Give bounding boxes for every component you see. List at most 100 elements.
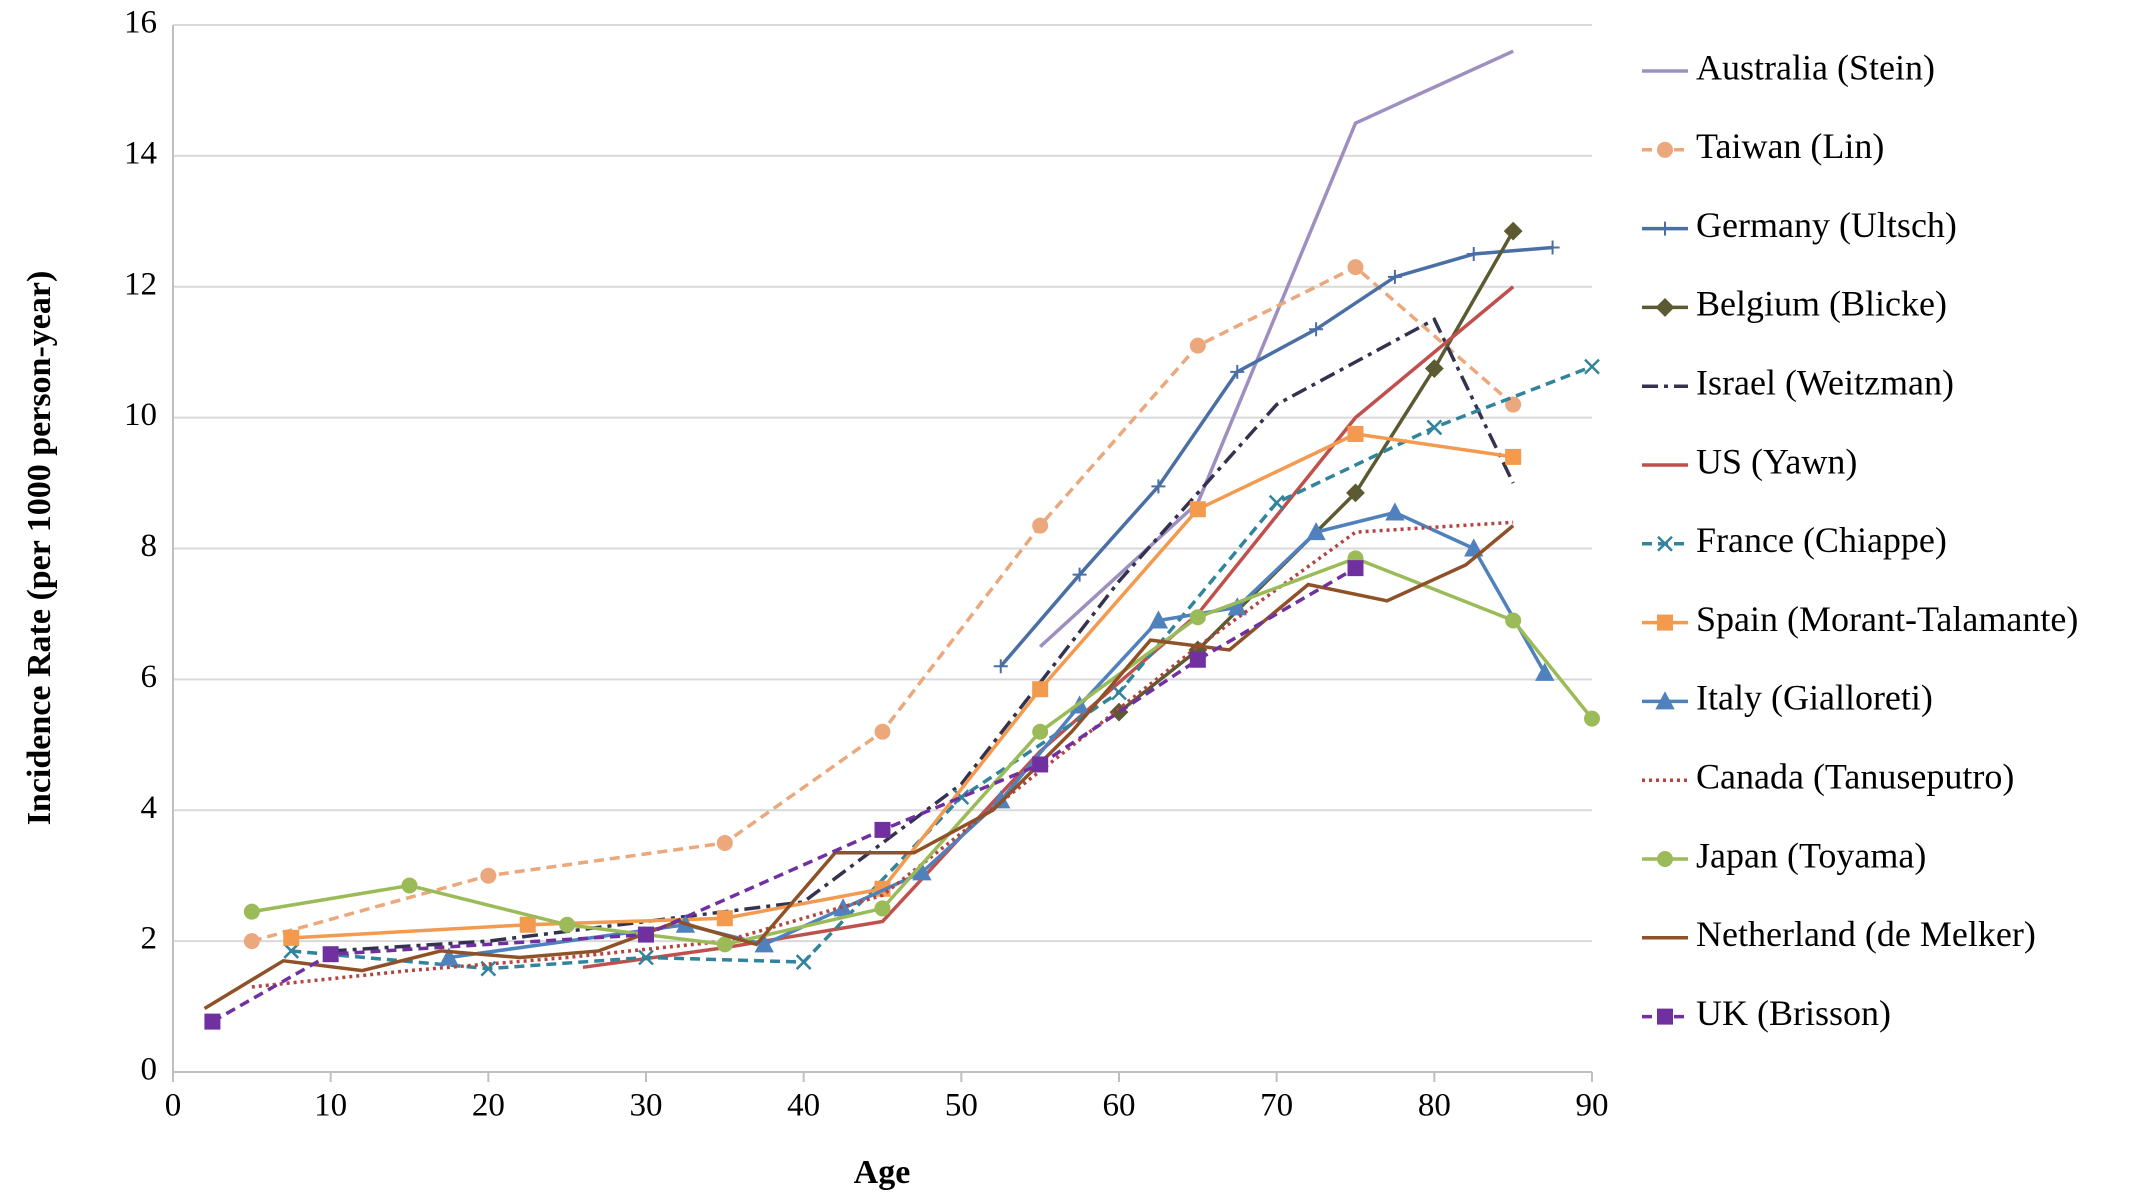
y-tick-label: 16 (124, 5, 157, 41)
marker (1535, 662, 1555, 681)
marker (1385, 502, 1405, 521)
marker (283, 943, 300, 959)
legend-label: Netherland (de Melker) (1696, 914, 2036, 954)
marker (1189, 651, 1206, 668)
marker (1032, 681, 1049, 698)
y-tick-label: 4 (141, 790, 158, 826)
marker (716, 936, 733, 953)
marker (1387, 269, 1402, 284)
marker (1426, 419, 1443, 436)
y-tick-label: 2 (141, 921, 158, 957)
x-axis-title: Age (854, 1154, 911, 1191)
x-tick-label: 0 (165, 1088, 182, 1124)
marker (638, 949, 654, 966)
marker (1032, 756, 1049, 773)
series-line (291, 432, 1514, 940)
marker (1584, 358, 1600, 375)
marker (1189, 337, 1206, 354)
legend-label: Israel (Weitzman) (1696, 362, 1954, 402)
marker (874, 900, 891, 917)
marker (1032, 723, 1049, 740)
series-line (251, 520, 1514, 989)
marker (1584, 710, 1600, 727)
marker (1268, 494, 1285, 511)
marker (1505, 448, 1522, 465)
legend-label: Canada (Tanuseputro) (1696, 756, 2014, 796)
legend-label: Japan (Toyama) (1696, 835, 1926, 875)
y-axis-title: Incidence Rate (per 1000 person-year) (21, 271, 58, 826)
series-line (330, 317, 1515, 953)
legend-label: Australia (Stein) (1696, 47, 1935, 87)
marker (1072, 567, 1087, 582)
marker (1309, 322, 1324, 337)
marker (1151, 479, 1166, 494)
marker (1347, 425, 1364, 442)
marker (993, 659, 1008, 674)
legend-label: Spain (Morant-Talamante) (1696, 599, 2078, 639)
x-tick-label: 10 (314, 1088, 347, 1124)
marker (1189, 609, 1206, 626)
marker (1032, 517, 1049, 534)
x-tick-label: 90 (1576, 1088, 1609, 1124)
marker (1505, 396, 1522, 413)
marker (716, 834, 733, 851)
marker (1545, 240, 1560, 255)
y-tick-label: 6 (141, 659, 158, 695)
series-line (251, 265, 1515, 943)
legend-marker (1657, 851, 1673, 867)
marker (874, 723, 891, 740)
legend-marker (1655, 691, 1675, 710)
legend-label: UK (Brisson) (1696, 993, 1891, 1033)
marker (243, 933, 260, 950)
marker (439, 947, 459, 966)
marker (1230, 364, 1245, 379)
marker (1111, 684, 1127, 701)
series-line (999, 245, 1553, 668)
legend-marker (1657, 141, 1673, 158)
marker (795, 954, 812, 970)
legend-label: Italy (Gialloreti) (1696, 678, 1933, 718)
marker (243, 903, 260, 920)
marker (401, 877, 418, 894)
x-tick-label: 20 (472, 1088, 505, 1124)
series-line (203, 524, 1515, 1011)
marker (1424, 359, 1444, 378)
series-line (251, 556, 1594, 947)
legend-label: Taiwan (Lin) (1696, 126, 1884, 166)
y-tick-label: 12 (124, 266, 157, 302)
legend-marker (1655, 297, 1675, 317)
marker (1347, 560, 1364, 577)
legend-label: Germany (Ultsch) (1696, 205, 1957, 245)
legend-marker (1657, 535, 1673, 552)
marker (1347, 259, 1364, 276)
marker (519, 916, 536, 933)
x-tick-label: 80 (1418, 1088, 1451, 1124)
marker (754, 934, 774, 953)
marker (480, 867, 497, 884)
marker (1503, 221, 1523, 241)
legend-label: Belgium (Blicke) (1696, 284, 1947, 324)
marker (1346, 483, 1365, 503)
marker (912, 862, 932, 881)
series-line (1117, 230, 1515, 714)
marker (716, 910, 733, 927)
x-tick-label: 30 (630, 1088, 663, 1124)
y-tick-label: 8 (141, 528, 158, 564)
marker (1306, 522, 1326, 541)
y-tick-label: 10 (124, 397, 157, 433)
series-line (448, 510, 1547, 960)
x-tick-label: 60 (1103, 1088, 1136, 1124)
x-tick-label: 70 (1260, 1088, 1293, 1124)
marker (1505, 612, 1522, 629)
marker (283, 929, 300, 946)
series-line (582, 285, 1515, 970)
x-tick-label: 50 (945, 1088, 978, 1124)
marker (559, 916, 576, 933)
marker (322, 946, 339, 963)
marker (874, 821, 891, 838)
legend-label: France (Chiappe) (1696, 520, 1947, 560)
x-tick-label: 40 (787, 1088, 820, 1124)
legend-marker (1658, 221, 1672, 236)
marker (833, 898, 853, 917)
